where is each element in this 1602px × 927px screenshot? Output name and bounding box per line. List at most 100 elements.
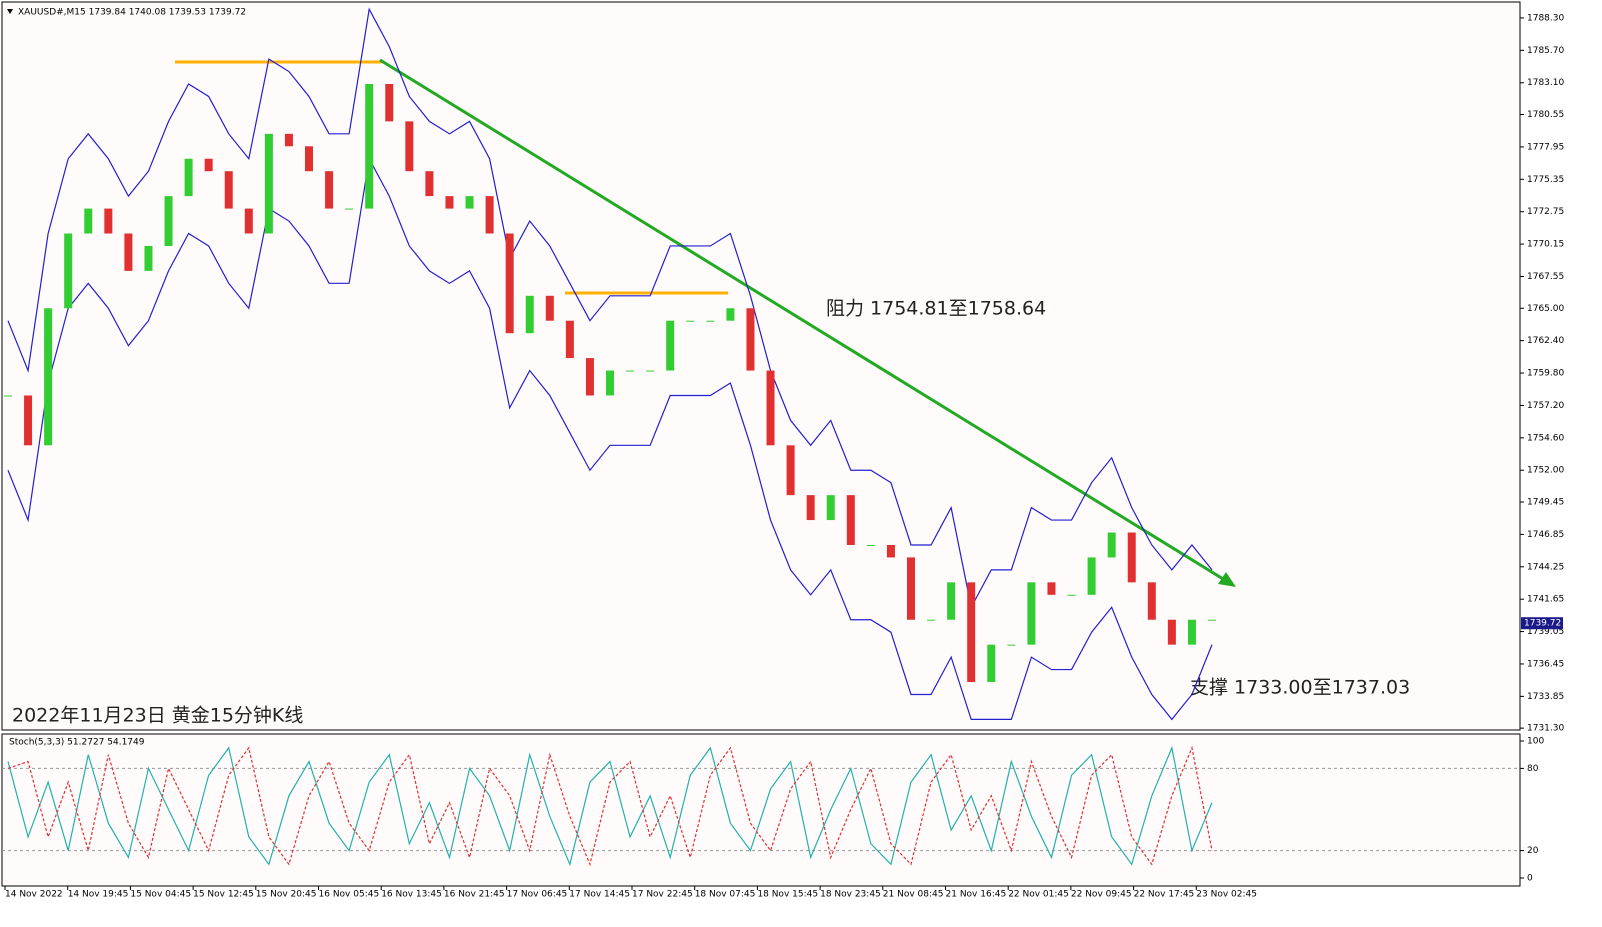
y-tick-label: 1777.95: [1527, 142, 1564, 152]
candle: [1147, 582, 1156, 620]
candle: [626, 370, 635, 372]
candle: [44, 308, 53, 446]
candle: [866, 544, 875, 546]
candle: [746, 308, 755, 371]
candle: [365, 83, 374, 209]
candle: [1187, 619, 1196, 645]
candle: [646, 370, 655, 372]
candle: [1067, 594, 1076, 596]
candle: [806, 495, 815, 521]
y-tick-label: 1783.10: [1527, 78, 1564, 88]
x-tick-label: 14 Nov 2022: [5, 890, 63, 900]
candle: [1167, 619, 1176, 645]
candle: [987, 644, 996, 683]
candle: [405, 121, 414, 172]
candle: [184, 158, 193, 197]
candle: [485, 196, 494, 234]
y-tick-label: 1733.85: [1527, 692, 1564, 702]
candle: [1047, 582, 1056, 595]
y-tick-label: 1746.85: [1527, 530, 1564, 540]
y-tick-label: 1744.25: [1527, 562, 1564, 572]
x-tick-label: 15 Nov 12:45: [193, 890, 254, 900]
last-price-box: [1521, 617, 1563, 630]
y-tick-label: 1749.45: [1527, 497, 1564, 507]
y-tick-label: 1770.15: [1527, 240, 1564, 250]
candle: [84, 208, 93, 234]
support-label: 支撑 1733.00至1737.03: [1190, 677, 1410, 699]
x-tick-label: 22 Nov 01:45: [1008, 890, 1069, 900]
candle: [846, 495, 855, 545]
candle: [264, 133, 273, 234]
candle: [726, 308, 735, 321]
stoch-tick-label: 80: [1527, 764, 1539, 774]
last-price-label: 1739.72: [1524, 619, 1561, 629]
main-panel: [1, 1, 1521, 731]
candle: [64, 233, 73, 309]
candle: [124, 233, 133, 271]
trend-arrow: [1218, 572, 1236, 587]
candle: [606, 370, 614, 396]
candle: [1027, 582, 1036, 645]
candle: [525, 295, 534, 334]
candle: [1107, 532, 1116, 558]
chart-title: 2022年11月23日 黄金15分钟K线: [12, 705, 303, 727]
candle: [686, 320, 695, 322]
x-tick-label: 16 Nov 05:45: [319, 890, 380, 900]
y-tick-label: 1788.30: [1527, 13, 1564, 23]
x-tick-label: 17 Nov 06:45: [507, 890, 568, 900]
candle: [545, 295, 554, 321]
candle: [565, 320, 574, 359]
candle: [24, 395, 33, 446]
stoch-line: [7, 745, 1213, 867]
candle: [325, 171, 334, 209]
candle: [786, 445, 795, 496]
x-tick-label: 15 Nov 04:45: [130, 890, 191, 900]
x-tick-label: 17 Nov 14:45: [569, 890, 630, 900]
candle: [345, 208, 354, 210]
stoch-line: [7, 745, 1213, 867]
trend-line: [379, 58, 1229, 584]
candle: [766, 370, 775, 446]
candle: [947, 582, 956, 620]
candle: [465, 196, 474, 209]
candle: [886, 544, 895, 558]
band-line: [7, 156, 1213, 721]
y-tick-label: 1731.30: [1527, 724, 1564, 734]
stoch-tick-label: 20: [1527, 846, 1539, 856]
y-tick-label: 1752.00: [1527, 466, 1564, 476]
candle: [666, 320, 675, 371]
y-tick-label: 1775.35: [1527, 175, 1564, 185]
stoch-panel: [1, 733, 1521, 887]
y-tick-label: 1754.60: [1527, 433, 1564, 443]
candle: [204, 158, 213, 172]
x-tick-label: 16 Nov 21:45: [444, 890, 505, 900]
candle: [1007, 644, 1016, 646]
x-tick-label: 18 Nov 07:45: [695, 890, 756, 900]
y-tick-label: 1739.05: [1527, 627, 1564, 637]
candle: [224, 171, 233, 209]
y-tick-label: 1757.20: [1527, 401, 1564, 411]
header: XAUUSD#,M15 1739.84 1740.08 1739.53 1739…: [18, 8, 246, 18]
candle: [104, 208, 113, 234]
stoch-tick-label: 0: [1527, 874, 1533, 884]
y-tick-label: 1785.70: [1527, 46, 1564, 56]
candle: [706, 320, 715, 322]
x-tick-label: 21 Nov 16:45: [946, 890, 1007, 900]
x-tick-label: 17 Nov 22:45: [632, 890, 693, 900]
candle: [826, 495, 835, 521]
candle: [907, 557, 915, 620]
band-line: [7, 7, 1213, 610]
candle: [927, 619, 936, 621]
x-tick-label: 22 Nov 09:45: [1071, 890, 1132, 900]
candle: [445, 196, 454, 209]
y-tick-label: 1736.45: [1527, 659, 1564, 669]
y-tick-label: 1780.55: [1527, 110, 1564, 120]
y-tick-label: 1767.55: [1527, 272, 1564, 282]
stoch-label: Stoch(5,3,3) 51.2727 54.1749: [9, 738, 145, 748]
candle: [4, 395, 12, 397]
resistance-label: 阻力 1754.81至1758.64: [826, 298, 1046, 320]
y-tick-label: 1759.80: [1527, 369, 1564, 379]
candle: [967, 582, 976, 683]
candle: [505, 233, 514, 334]
